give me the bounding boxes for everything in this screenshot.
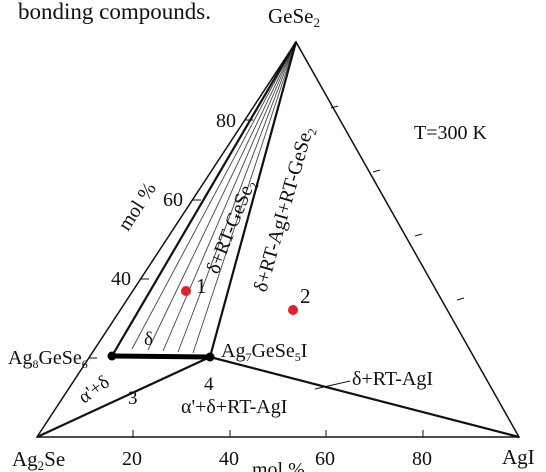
ag7gese5i-node xyxy=(205,352,215,362)
left-tick-80: 80 xyxy=(216,110,236,132)
header-text: bonding compounds. xyxy=(18,0,211,24)
vertex-top-label: GeSe2 xyxy=(268,4,320,30)
bottom-tick-20: 20 xyxy=(122,448,142,470)
left-axis-label: mol % xyxy=(114,178,161,234)
phase-boundaries xyxy=(36,41,520,439)
vertex-left-label: Ag2Se xyxy=(12,447,65,472)
composition-triangle xyxy=(35,40,521,438)
field-delta: δ xyxy=(144,329,153,350)
sample-point-1 xyxy=(181,286,191,296)
left-tick-60: 60 xyxy=(163,189,183,211)
solid-solution-line xyxy=(111,353,211,360)
ag7gese5i-label: Ag7GeSe5I xyxy=(221,340,307,364)
sample-point-2-label: 2 xyxy=(300,284,311,308)
vertex-right-label: AgI xyxy=(502,445,535,469)
temperature-label: T=300 K xyxy=(414,122,487,144)
bottom-axis-label: mol % xyxy=(252,459,305,472)
sample-point-2 xyxy=(288,305,298,315)
ag8gese6-label: Ag8GeSe6 xyxy=(8,347,88,371)
region-number-3: 3 xyxy=(128,388,138,409)
field-delta-rt-agi: δ+RT-AgI xyxy=(352,368,433,390)
right-axis-ticks xyxy=(330,105,465,301)
bottom-tick-40: 40 xyxy=(219,448,239,470)
left-axis-ticks xyxy=(89,119,253,359)
sample-point-1-label: 1 xyxy=(196,274,207,298)
delta-rt-agi-leader xyxy=(314,380,351,390)
bottom-axis-ticks xyxy=(132,430,424,437)
region-number-4: 4 xyxy=(204,374,214,395)
left-tick-40: 40 xyxy=(111,268,131,290)
field-alpha-delta-rt-agi: α'+δ+RT-AgI xyxy=(181,396,287,418)
tie-lines xyxy=(131,41,297,354)
field-alpha-delta: α'+δ xyxy=(75,372,114,408)
ag8gese6-node xyxy=(107,351,117,361)
bottom-tick-80: 80 xyxy=(412,448,432,470)
bottom-tick-60: 60 xyxy=(315,448,335,470)
